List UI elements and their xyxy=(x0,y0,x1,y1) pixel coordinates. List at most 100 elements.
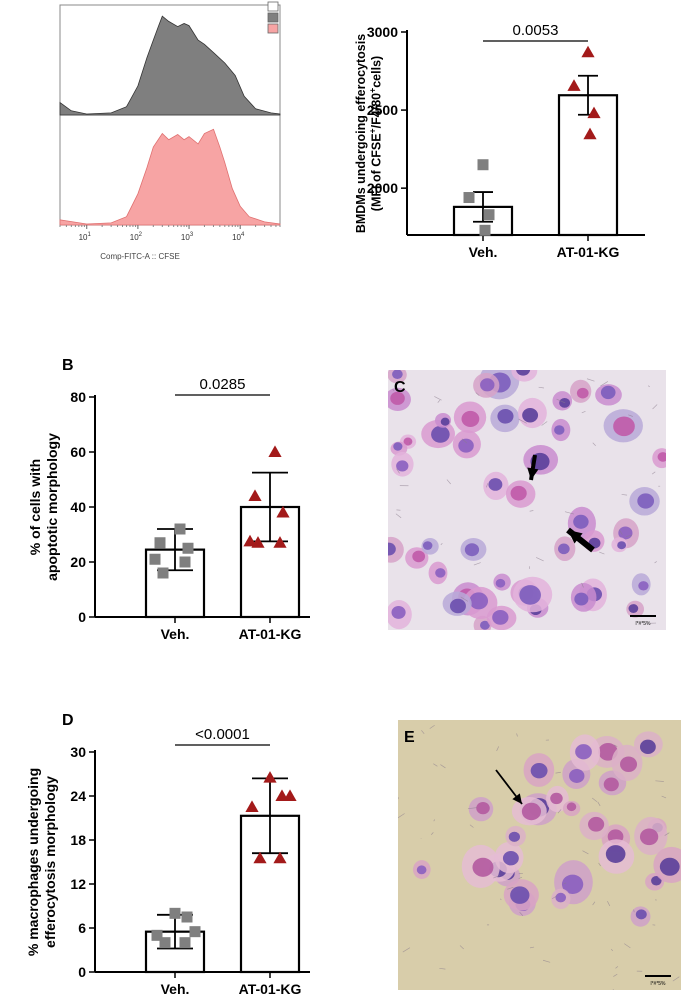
cell-nucleus xyxy=(577,388,589,399)
cell-nucleus xyxy=(636,909,647,919)
scale-bar-label: l*#*5% xyxy=(635,621,651,627)
cell-nucleus xyxy=(412,551,425,563)
histogram-legend-swatch-2 xyxy=(268,13,278,22)
cell-nucleus xyxy=(431,426,450,443)
cell-nucleus xyxy=(555,893,566,903)
y-axis-title-line-1: BMDMs undergoing efferocytosis xyxy=(354,34,368,233)
y-tick-label-0: 0 xyxy=(78,609,86,625)
cell-nucleus xyxy=(472,858,493,877)
data-point-veh xyxy=(170,908,181,919)
cell-nucleus xyxy=(465,543,479,556)
y-axis-title-line-2: efferocytosis morphology xyxy=(42,776,58,948)
cell-nucleus xyxy=(497,409,513,424)
x-tick-label-at-01-kg: AT-01-KG xyxy=(239,981,302,995)
micrograph-e: El*#*5% xyxy=(398,720,681,990)
cell-nucleus xyxy=(435,568,445,577)
cell-nucleus xyxy=(573,515,588,529)
data-point-veh xyxy=(155,537,166,548)
y-tick-label-0: 0 xyxy=(78,964,86,980)
cell-nucleus xyxy=(492,610,508,625)
cell-nucleus xyxy=(617,541,626,549)
cell-nucleus xyxy=(503,851,519,865)
data-point-veh xyxy=(182,912,193,923)
scale-bar-label: l*#*5% xyxy=(650,981,666,987)
data-point-veh xyxy=(150,554,161,565)
y-tick-label-2: 12 xyxy=(70,876,86,892)
p-value-label: <0.0001 xyxy=(195,726,250,743)
x-tick-label-at-01-kg: AT-01-KG xyxy=(239,626,302,642)
cell-nucleus xyxy=(519,585,541,605)
data-point-veh xyxy=(158,568,169,579)
panel-label: C xyxy=(394,379,406,396)
y-axis-title-line-2: (MFI of CFSE+/F4/80+cells) xyxy=(368,56,384,211)
cell-nucleus xyxy=(496,579,506,588)
y-axis-title-line-2: apoptotic morphology xyxy=(44,433,60,581)
cell-nucleus xyxy=(391,606,405,619)
data-point-veh xyxy=(480,225,491,236)
y-tick-label-4: 24 xyxy=(70,788,86,804)
x-tick-label-veh: Veh. xyxy=(161,626,190,642)
cell-nucleus xyxy=(638,581,648,590)
cell-nucleus xyxy=(480,378,494,391)
histogram-legend-swatch-3 xyxy=(268,24,278,33)
data-point-veh xyxy=(183,543,194,554)
data-point-at-01-kg xyxy=(283,789,296,801)
data-point-veh xyxy=(175,524,186,535)
cell-nucleus xyxy=(469,592,488,609)
histogram-x-tick-label-3: 103 xyxy=(181,232,194,242)
y-tick-label-4: 80 xyxy=(70,389,86,405)
y-axis-title-line-1: % of cells with xyxy=(27,459,43,555)
panel-label: B xyxy=(62,357,74,374)
cell-nucleus xyxy=(629,604,639,613)
data-point-at-01-kg xyxy=(581,46,594,58)
y-axis-title: BMDMs undergoing efferocytosis(MFI of CF… xyxy=(354,34,384,233)
x-tick-label-veh: Veh. xyxy=(161,981,190,995)
cell-nucleus xyxy=(450,599,466,614)
data-point-veh xyxy=(464,192,475,203)
cell-nucleus xyxy=(558,544,570,555)
cell-nucleus xyxy=(604,777,619,791)
cell-nucleus xyxy=(637,493,654,508)
cell-nucleus xyxy=(462,411,480,427)
panel-label: E xyxy=(404,729,415,746)
cell-nucleus xyxy=(588,817,604,832)
y-tick-label-1: 6 xyxy=(78,920,86,936)
cell-nucleus xyxy=(441,418,450,426)
histogram-x-tick-label-2: 102 xyxy=(130,232,143,242)
cell-nucleus xyxy=(396,460,408,471)
y-tick-label-2: 40 xyxy=(70,499,86,515)
cell-nucleus xyxy=(640,828,658,845)
data-point-veh xyxy=(478,159,489,170)
histogram-x-tick-label-1: 101 xyxy=(79,232,92,242)
histogram-series-1 xyxy=(60,16,280,115)
cell-nucleus xyxy=(522,408,538,422)
data-point-at-01-kg xyxy=(245,800,258,812)
cell-nucleus xyxy=(660,858,680,876)
cell-nucleus xyxy=(509,832,520,842)
y-tick-label-3: 60 xyxy=(70,444,86,460)
cell-nucleus xyxy=(531,763,548,778)
x-tick-label-at-01-kg: AT-01-KG xyxy=(557,244,620,260)
data-point-at-01-kg xyxy=(248,489,261,501)
cell-nucleus xyxy=(550,793,562,804)
y-tick-label-1: 20 xyxy=(70,554,86,570)
histogram-legend-swatch-1 xyxy=(268,2,278,11)
cell-nucleus xyxy=(575,744,592,759)
cell-nucleus xyxy=(569,769,584,783)
cell-nucleus xyxy=(423,541,433,550)
y-tick-label-2: 3000 xyxy=(367,24,398,40)
cell-nucleus xyxy=(554,425,564,434)
cell-nucleus xyxy=(417,865,427,874)
cell-nucleus xyxy=(620,757,637,772)
